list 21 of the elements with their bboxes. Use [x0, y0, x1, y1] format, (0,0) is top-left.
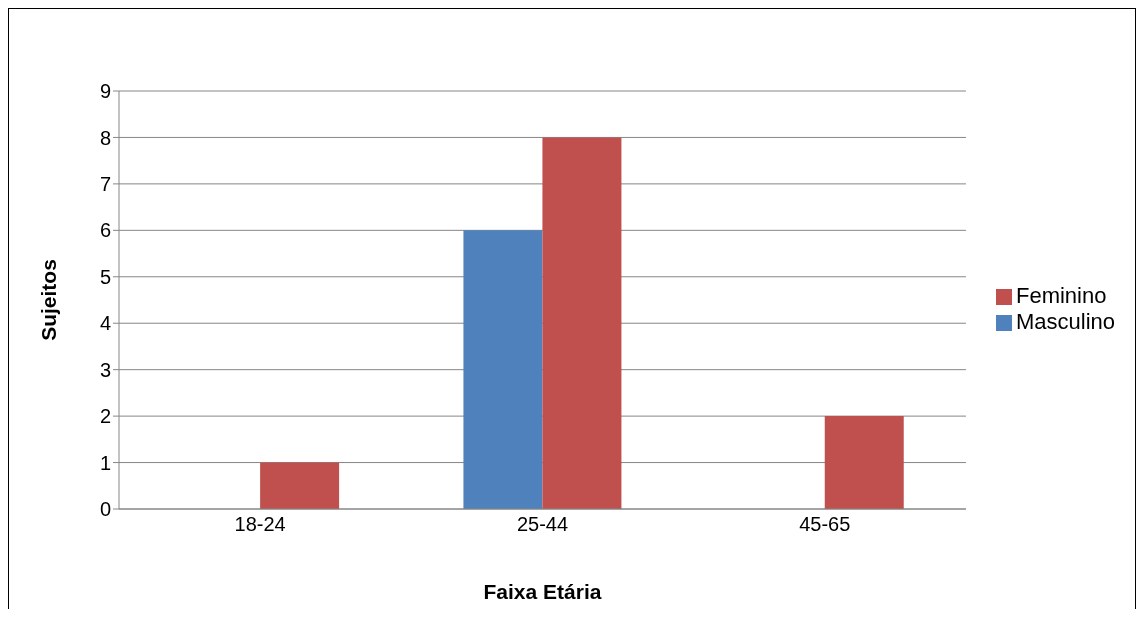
- y-tick-label: 9: [99, 80, 111, 103]
- bar: [260, 462, 340, 509]
- y-tick-label: 0: [99, 498, 111, 521]
- y-tick-label: 1: [99, 451, 111, 474]
- y-tick-label: 4: [99, 312, 111, 335]
- x-tick-label: 18-24: [234, 513, 286, 536]
- y-axis-title: Sujeitos: [37, 259, 61, 341]
- legend-label: Feminino: [1015, 283, 1107, 308]
- bar: [824, 416, 904, 509]
- y-tick-label: 7: [99, 172, 111, 195]
- y-tick-label: 3: [99, 358, 111, 381]
- y-tick-label: 5: [99, 265, 111, 288]
- x-tick-label: 45-65: [799, 513, 851, 536]
- x-axis-title: Faixa Etária: [483, 580, 602, 603]
- bar: [542, 137, 622, 509]
- legend-label: Masculino: [1015, 309, 1115, 334]
- y-tick-label: 8: [99, 126, 111, 149]
- x-tick-label: 25-44: [516, 513, 569, 536]
- y-tick-label: 2: [99, 405, 111, 428]
- y-tick-label: 6: [99, 219, 111, 242]
- bar: [463, 230, 543, 509]
